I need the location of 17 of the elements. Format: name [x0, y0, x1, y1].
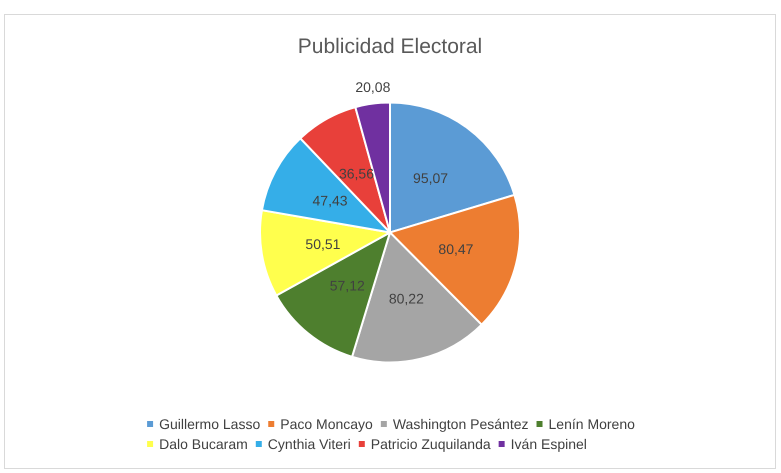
legend-label: Paco Moncayo [280, 416, 374, 432]
legend-label: Lenín Moreno [548, 416, 636, 432]
data-label: 50,51 [305, 236, 341, 252]
legend-label: Dalo Bucaram [159, 436, 248, 452]
data-label: 80,22 [388, 290, 424, 306]
legend-label: Patricio Zuquilanda [370, 436, 491, 452]
chart-title: Publicidad Electoral [298, 35, 482, 58]
legend-label: Guillermo Lasso [159, 416, 260, 432]
legend-label: Cynthia Viteri [268, 436, 351, 452]
data-label: 36,56 [338, 165, 374, 182]
data-label: 95,07 [413, 170, 448, 186]
data-label: 80,47 [438, 241, 474, 258]
data-label: 20,08 [355, 79, 391, 96]
data-label: 57,12 [330, 277, 365, 294]
data-label: 47,43 [312, 192, 348, 208]
legend-label: Washington Pesántez [392, 416, 529, 432]
legend-label: Iván Espinel [510, 436, 587, 452]
